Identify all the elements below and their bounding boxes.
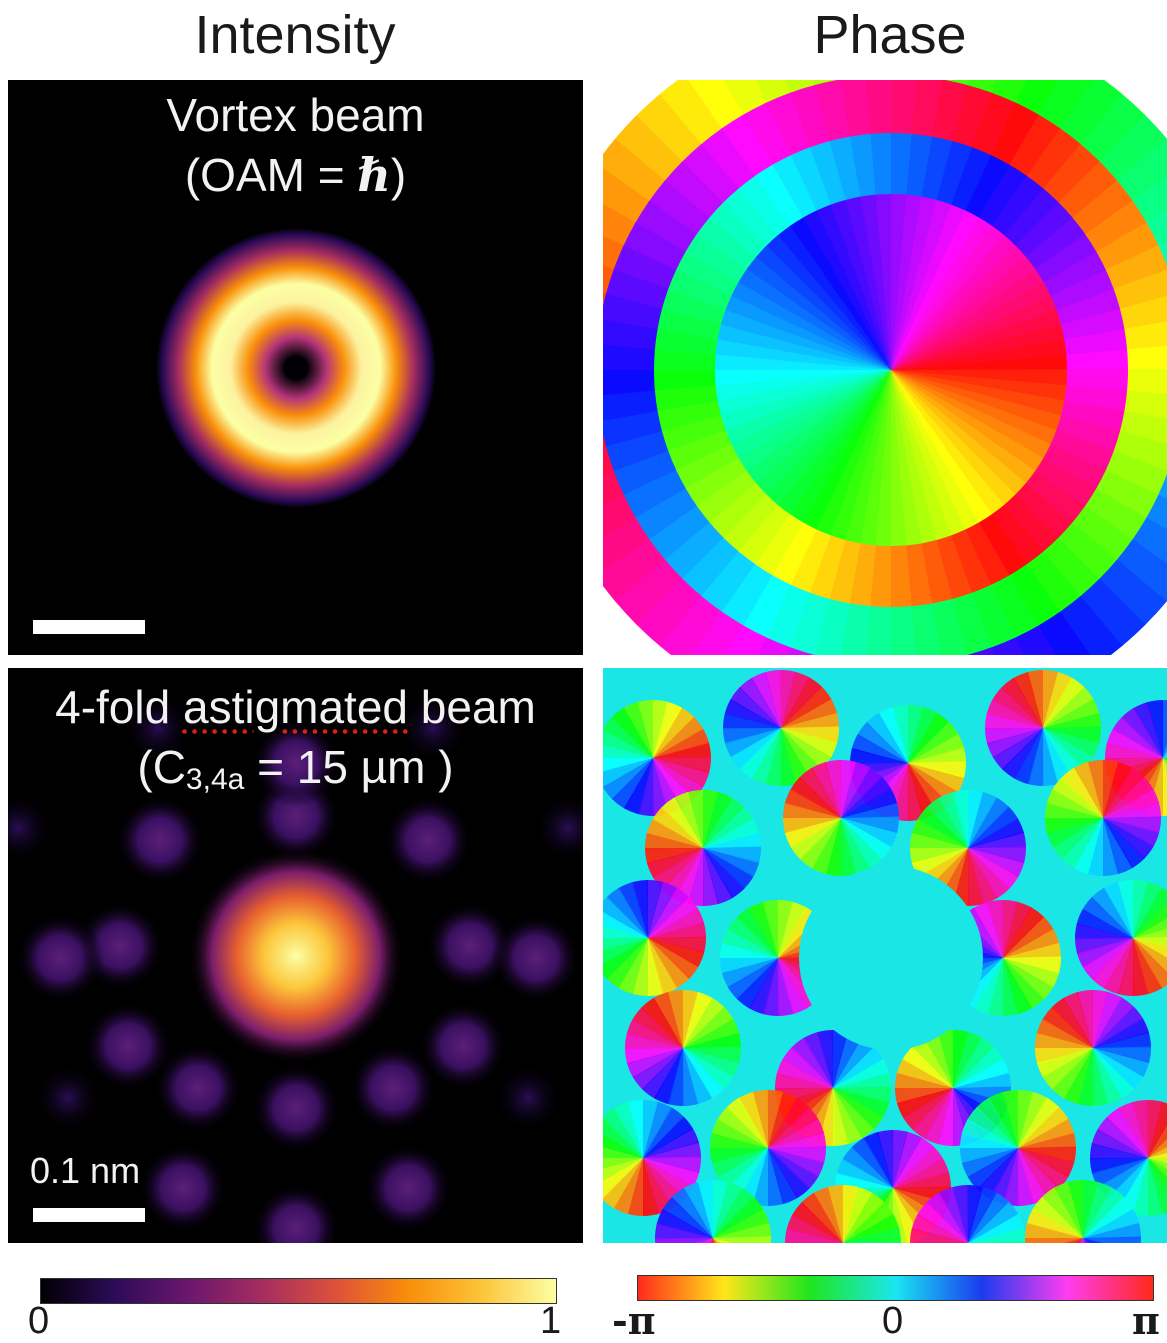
phase-vortex xyxy=(910,1185,1026,1243)
vortex-intensity-panel: Vortex beam (OAM = ℏ) xyxy=(8,80,583,655)
phase-vortex xyxy=(625,990,741,1106)
phase-vortex xyxy=(783,760,899,876)
phase-vortex xyxy=(723,670,839,786)
scale-bar xyxy=(33,620,145,634)
scale-bar-label: 0.1 nm xyxy=(30,1150,141,1191)
phase-vortex xyxy=(603,880,706,996)
intensity-colorbar xyxy=(40,1278,557,1304)
phase-min-label: -π xyxy=(612,1298,656,1343)
intensity-header: Intensity xyxy=(194,5,396,65)
intensity-min-label: 0 xyxy=(28,1300,50,1342)
intensity-spot xyxy=(492,914,580,1002)
phase-header: Phase xyxy=(813,5,967,65)
intensity-spot xyxy=(384,796,472,884)
phase-vortex xyxy=(785,1185,901,1243)
scale-bar xyxy=(33,1208,145,1222)
phase-vortex xyxy=(645,790,761,906)
phase-vortex xyxy=(1035,990,1151,1106)
intensity-spot xyxy=(8,794,52,862)
intensity-spot xyxy=(124,694,192,762)
vortex-title-line2: (OAM = ℏ) xyxy=(184,148,407,202)
intensity-spot xyxy=(364,1144,452,1232)
phase-vortex xyxy=(1045,760,1161,876)
intensity-spot xyxy=(252,719,340,807)
phase-vortex xyxy=(985,670,1101,786)
center-plateau xyxy=(799,866,983,1050)
vortex-phase-panel xyxy=(603,80,1167,655)
intensity-spot xyxy=(349,1044,437,1132)
intensity-spot xyxy=(426,902,514,990)
phase-ring xyxy=(715,194,1067,546)
phase-vortex xyxy=(960,1090,1076,1206)
phase-vortex xyxy=(710,1090,826,1206)
phase-vortex xyxy=(1025,1180,1141,1243)
intensity-spot xyxy=(84,1002,172,1090)
central-spot xyxy=(188,848,404,1064)
astig-title-line1: 4-fold astigmated beam xyxy=(55,681,536,733)
phase-colorbar xyxy=(637,1275,1154,1301)
intensity-spot xyxy=(154,1044,242,1132)
intensity-max-label: 1 xyxy=(540,1300,562,1342)
intensity-spot xyxy=(34,1064,102,1132)
phase-mid-label: 0 xyxy=(882,1300,904,1342)
phase-vortex xyxy=(655,1180,771,1243)
astig-intensity-panel: 4-fold astigmated beam (C3,4a = 15 µm ) … xyxy=(8,668,583,1243)
phase-vortex xyxy=(1090,1100,1167,1216)
astig-phase-panel xyxy=(603,668,1167,1243)
intensity-spot xyxy=(399,694,467,762)
intensity-spot xyxy=(116,796,204,884)
intensity-spot xyxy=(419,1002,507,1090)
phase-max-label: π xyxy=(1132,1298,1160,1343)
intensity-spot xyxy=(494,1064,562,1132)
intensity-spot xyxy=(139,1144,227,1232)
vortex-title-line1: Vortex beam xyxy=(166,89,425,141)
phase-vortex xyxy=(910,790,1026,906)
intensity-spot xyxy=(16,914,104,1002)
intensity-spot xyxy=(534,794,583,862)
intensity-spot xyxy=(252,1184,340,1243)
intensity-spot xyxy=(252,1064,340,1152)
astig-title-line2: (C3,4a = 15 µm ) xyxy=(137,741,454,796)
phase-vortex xyxy=(895,1030,1011,1146)
phase-vortex xyxy=(1075,880,1167,996)
vortex-ring xyxy=(156,228,436,508)
